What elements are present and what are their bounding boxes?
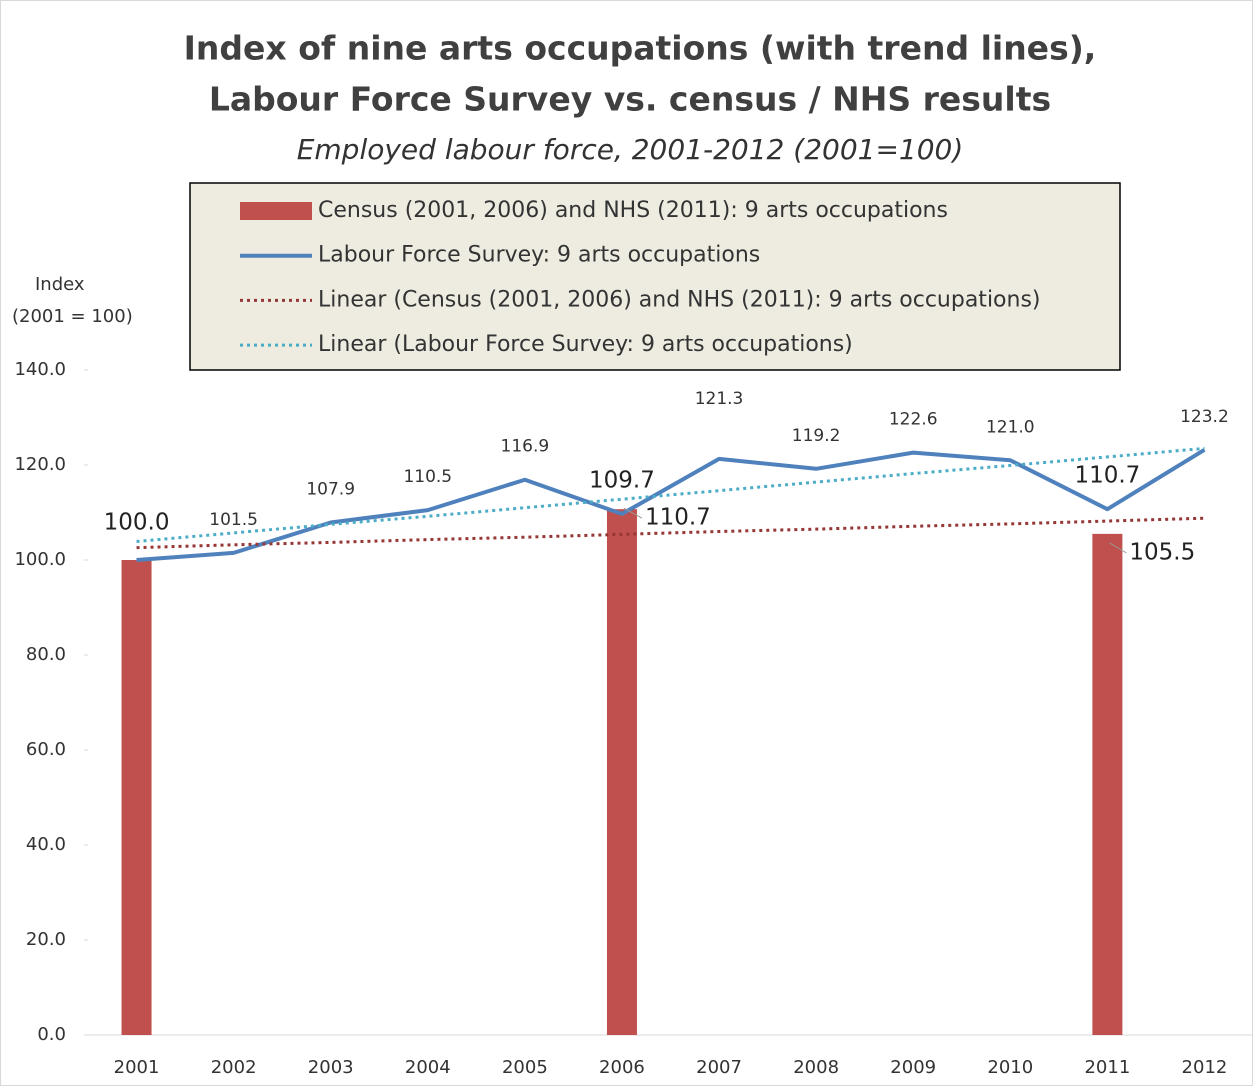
- chart-subtitle: Employed labour force, 2001-2012 (2001=1…: [297, 133, 964, 166]
- chart-title: Labour Force Survey vs. census / NHS res…: [209, 80, 1051, 119]
- data-label: 121.0: [986, 417, 1035, 437]
- y-tick-label: 60.0: [26, 739, 66, 760]
- x-tick-label: 2010: [987, 1057, 1033, 1078]
- x-tick-label: 2007: [696, 1057, 742, 1078]
- y-axis-label: Index: [35, 274, 85, 295]
- chart-title: Index of nine arts occupations (with tre…: [184, 29, 1097, 68]
- legend-entries: Census (2001, 2006) and NHS (2011): 9 ar…: [240, 198, 1041, 357]
- data-label: 119.2: [792, 426, 841, 446]
- trend-line: [136, 516, 1205, 550]
- data-label: 100.0: [104, 510, 170, 536]
- line: [136, 448, 1206, 562]
- x-tick-label: 2009: [890, 1057, 936, 1078]
- data-label: 110.5: [403, 467, 452, 487]
- bar: [1092, 533, 1123, 1035]
- data-label: 109.7: [589, 467, 655, 493]
- x-tick-label: 2011: [1084, 1057, 1130, 1078]
- leader-line: [623, 507, 643, 519]
- x-tick-label: 2002: [211, 1057, 257, 1078]
- y-tick-label: 120.0: [14, 454, 66, 475]
- x-tick-label: 2012: [1182, 1057, 1228, 1078]
- data-label: 116.9: [501, 437, 550, 457]
- data-label: 123.2: [1180, 407, 1229, 427]
- x-tick-label: 2006: [599, 1057, 645, 1078]
- y-tick-label: 0.0: [37, 1024, 66, 1045]
- leader-line: [1109, 542, 1127, 554]
- y-axis-label: (2001 = 100): [12, 306, 133, 327]
- plot-area: 0.0 20.0 40.0 60.0 80.0 100.0 120.0 140.0 2001 20…: [14, 359, 1253, 1078]
- data-label: 105.5: [1129, 539, 1195, 565]
- x-tick-label: 2001: [114, 1057, 160, 1078]
- y-tick-label: 40.0: [26, 834, 66, 855]
- data-label: 107.9: [306, 479, 355, 499]
- y-tick-label: 140.0: [14, 359, 66, 380]
- x-tick-label: 2005: [502, 1057, 548, 1078]
- y-tick-label: 80.0: [26, 644, 66, 665]
- x-tick-label: 2004: [405, 1057, 451, 1078]
- legend-label: Linear (Labour Force Survey: 9 arts occu…: [318, 332, 853, 357]
- bar: [606, 509, 637, 1035]
- legend-swatch: [240, 202, 312, 220]
- data-label: 122.6: [889, 410, 938, 430]
- data-label: 110.7: [645, 505, 711, 531]
- x-tick-label: 2003: [308, 1057, 354, 1078]
- data-label: 121.3: [695, 389, 744, 409]
- y-tick-label: 100.0: [14, 549, 66, 570]
- legend-label: Linear (Census (2001, 2006) and NHS (201…: [318, 287, 1041, 312]
- legend-label: Labour Force Survey: 9 arts occupations: [318, 243, 760, 268]
- data-label: 110.7: [1074, 463, 1140, 489]
- data-label: 101.5: [209, 510, 258, 530]
- legend: [189, 182, 1121, 371]
- bar: [121, 560, 152, 1035]
- x-tick-label: 2008: [793, 1057, 839, 1078]
- legend-label: Census (2001, 2006) and NHS (2011): 9 ar…: [318, 198, 948, 223]
- y-tick-label: 20.0: [26, 929, 66, 950]
